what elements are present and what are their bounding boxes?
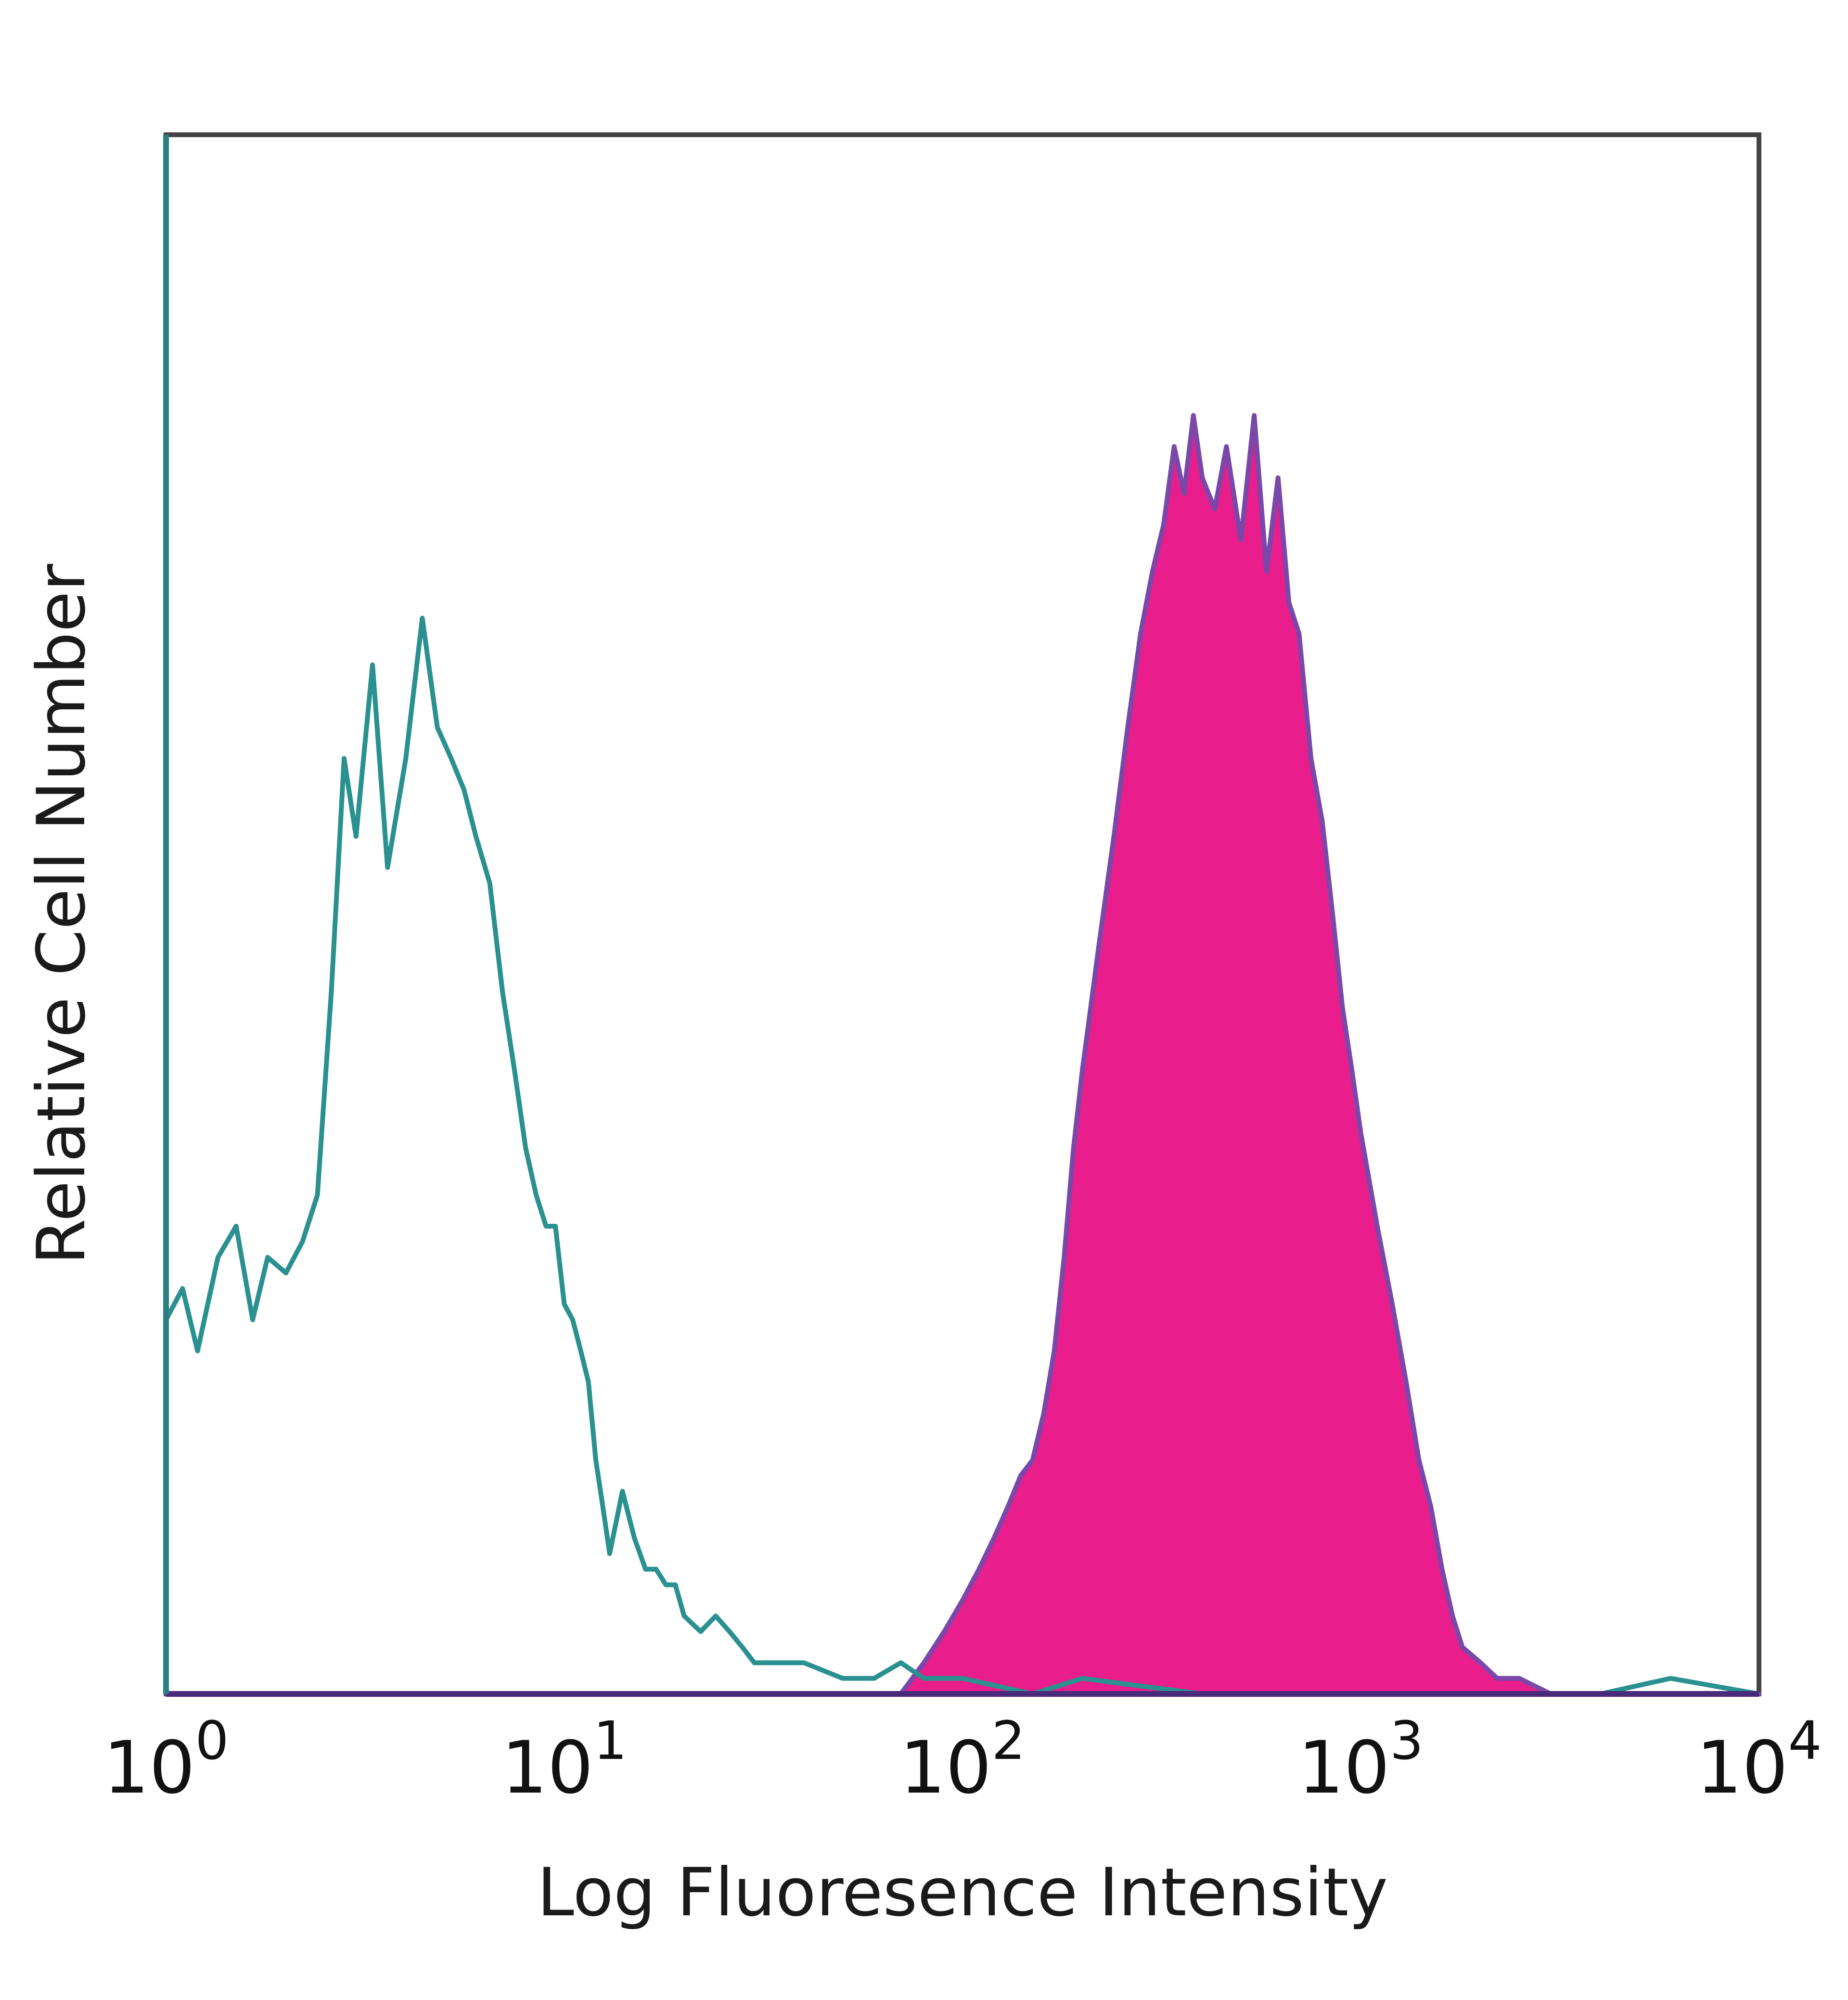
series-outline-histogram [164,615,1759,1696]
plot-area [164,132,1761,1696]
x-tick-label: 102 [900,1710,1026,1810]
x-tick-label: 104 [1696,1710,1822,1810]
x-tick-label: 103 [1298,1710,1424,1810]
x-tick-label: 100 [103,1710,229,1810]
x-axis-label: Log Fluoresence Intensity [537,1854,1388,1931]
y-axis-label: Relative Cell Number [23,564,100,1265]
x-tick-labels: 100 101 102 103 104 [103,1710,1822,1810]
series-filled-histogram [164,413,1761,1696]
series-layer [164,413,1761,1696]
x-tick-label: 101 [501,1710,627,1810]
